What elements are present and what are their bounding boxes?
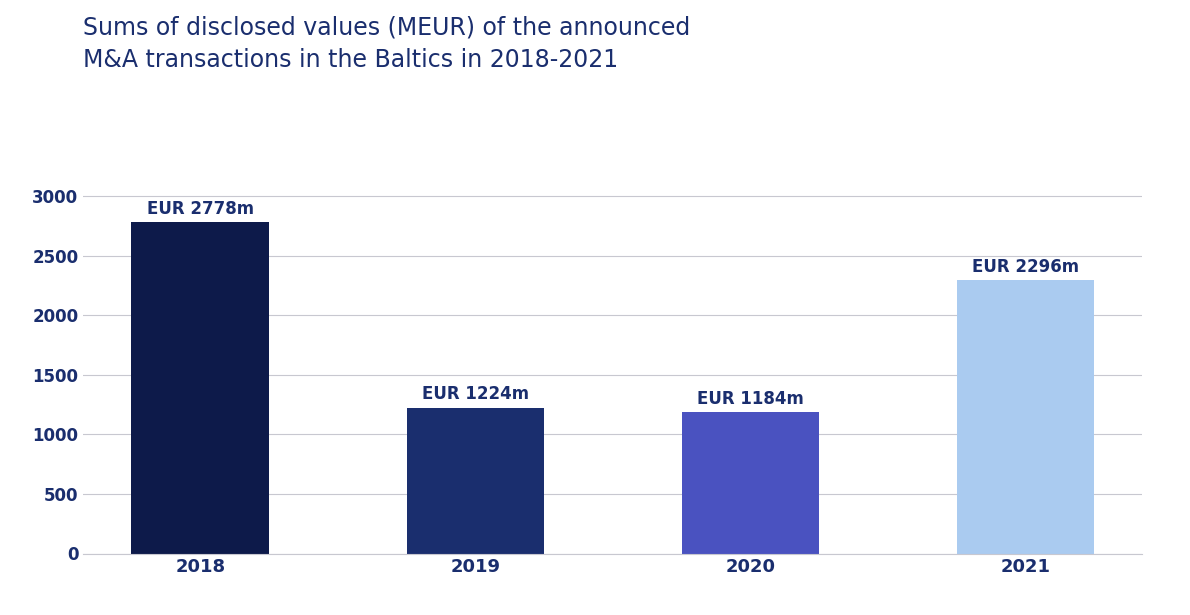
Text: EUR 2778m: EUR 2778m xyxy=(146,200,253,218)
Bar xyxy=(407,408,544,554)
Bar xyxy=(682,413,819,554)
Text: Sums of disclosed values (MEUR) of the announced
M&A transactions in the Baltics: Sums of disclosed values (MEUR) of the a… xyxy=(83,15,690,72)
Bar xyxy=(957,280,1095,554)
Bar xyxy=(131,223,269,554)
Text: EUR 1224m: EUR 1224m xyxy=(421,386,528,403)
Text: EUR 1184m: EUR 1184m xyxy=(697,391,803,408)
Text: EUR 2296m: EUR 2296m xyxy=(972,258,1079,276)
